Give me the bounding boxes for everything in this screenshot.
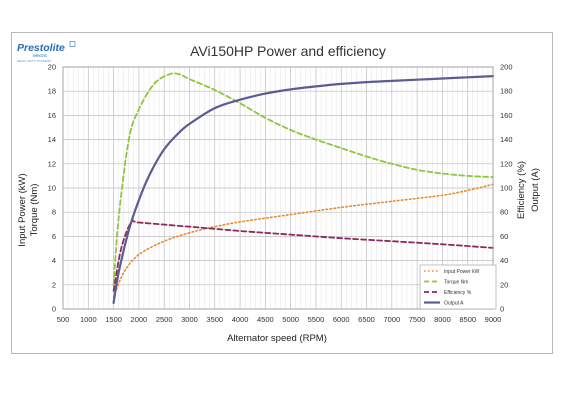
y-left-tick-label: 0 <box>52 305 56 314</box>
y-left-tick-label: 12 <box>48 159 56 168</box>
x-tick-label: 7500 <box>409 315 426 324</box>
x-tick-label: 8000 <box>434 315 451 324</box>
x-tick-label: 4500 <box>257 315 274 324</box>
y-right-tick-label: 60 <box>500 232 508 241</box>
y-right-tick-label: 100 <box>500 184 513 193</box>
legend-label-input-power-kw: Input Power kW <box>444 269 480 275</box>
x-tick-label: 6000 <box>333 315 350 324</box>
x-tick-label: 3500 <box>206 315 223 324</box>
y-left-tick-label: 18 <box>48 87 56 96</box>
legend: Input Power kW Torque Nm Efficiency % Outpu… <box>419 264 497 310</box>
x-tick-label: 6500 <box>358 315 375 324</box>
y-right-label-1: Efficiency (%) <box>516 161 527 219</box>
y-right-label-2: Output (A) <box>530 168 541 212</box>
x-axis-label: Alternator speed (RPM) <box>227 333 327 344</box>
legend-label-torque-nm: Torque Nm <box>444 279 468 285</box>
y-left-tick-label: 2 <box>52 280 56 289</box>
y-left-tick-label: 14 <box>48 135 56 144</box>
y-left-tick-label: 8 <box>52 208 56 217</box>
logo-sub: electric <box>33 53 48 58</box>
y-right-tick-label: 40 <box>500 256 508 265</box>
prestolite-logo: Prestolite electric HEAVY DUTY SYSTEMS <box>17 41 76 63</box>
x-tick-label: 8500 <box>459 315 476 324</box>
legend-label-output-a: Output A <box>444 300 464 306</box>
x-tick-label: 2000 <box>131 315 148 324</box>
y-left-tick-label: 6 <box>52 232 56 241</box>
y-left-tick-label: 20 <box>48 63 56 72</box>
chart-title: AVi150HP Power and efficiency <box>190 43 386 59</box>
x-tick-label: 5000 <box>282 315 299 324</box>
x-tick-label: 7000 <box>383 315 400 324</box>
series-lines <box>112 72 495 304</box>
y-right-tick-label: 200 <box>500 63 513 72</box>
x-tick-label: 3000 <box>181 315 198 324</box>
x-tick-label: 4000 <box>232 315 249 324</box>
y-right-tick-label: 160 <box>500 111 513 120</box>
y-right-tick-label: 0 <box>500 305 504 314</box>
y-right-tick-labels: 0 20 40 60 80 100 120 140 160 180 200 <box>500 63 513 314</box>
x-tick-label: 1000 <box>80 315 97 324</box>
series-line-output-a <box>112 75 495 304</box>
logo-brand: Prestolite <box>17 42 65 54</box>
y-left-tick-label: 16 <box>48 111 56 120</box>
y-right-tick-label: 80 <box>500 208 508 217</box>
y-left-tick-label: 10 <box>48 184 56 193</box>
series-line-efficiency <box>112 219 494 292</box>
x-tick-label: 1500 <box>105 315 122 324</box>
y-left-tick-labels: 0 2 4 6 8 10 12 14 16 18 20 <box>48 63 56 314</box>
x-tick-labels: 500 1000 1500 2000 2500 3000 3500 4000 4500 5000 5… <box>57 315 502 324</box>
x-tick-label: 5500 <box>308 315 325 324</box>
plot-area <box>62 66 494 310</box>
logo-tagline: HEAVY DUTY SYSTEMS <box>17 59 51 63</box>
legend-label-efficiency: Efficiency % <box>444 290 472 296</box>
y-right-tick-label: 120 <box>500 159 513 168</box>
logo-mark-icon <box>69 41 76 47</box>
series-line-input-power-kw <box>112 183 494 298</box>
series-line-torque-nm <box>112 72 494 286</box>
x-tick-label: 9000 <box>485 315 502 324</box>
y-left-label-1: Input Power (kW) <box>17 173 28 246</box>
y-right-tick-label: 20 <box>500 280 508 289</box>
y-right-tick-label: 140 <box>500 135 513 144</box>
x-tick-label: 500 <box>57 315 70 324</box>
x-tick-label: 2500 <box>156 315 173 324</box>
y-right-tick-label: 180 <box>500 87 513 96</box>
y-left-tick-label: 4 <box>52 256 56 265</box>
y-left-label-2: Torque (Nm) <box>29 184 40 237</box>
